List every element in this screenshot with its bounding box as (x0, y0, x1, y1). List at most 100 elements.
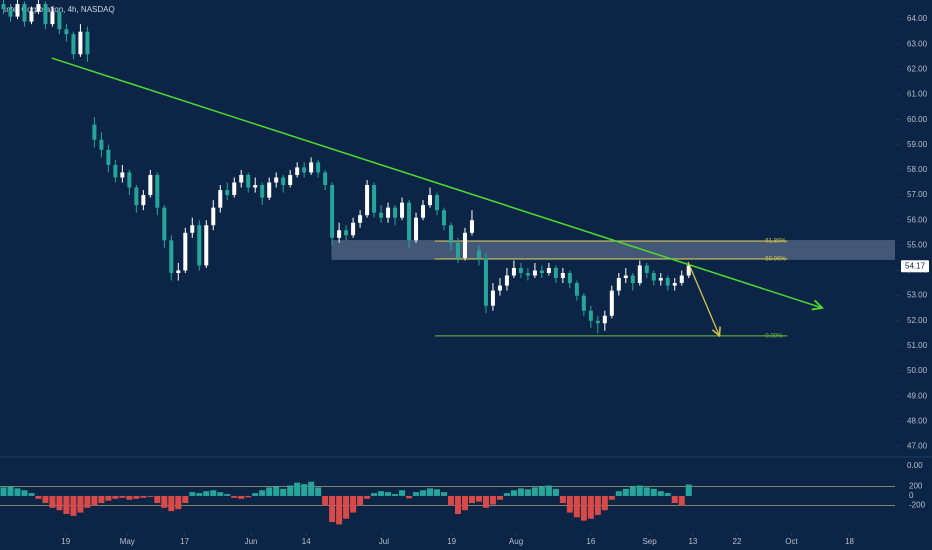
candle-body (546, 267, 551, 273)
osc-bar (664, 493, 671, 496)
candle-body (141, 195, 146, 206)
candle-body (567, 273, 572, 284)
candle-body (469, 220, 474, 233)
osc-bar (420, 490, 427, 496)
candle-body (393, 207, 398, 218)
x-tick-label: 18 (845, 537, 854, 546)
candle-body (323, 172, 328, 186)
candle-body (442, 210, 447, 226)
osc-bar (231, 495, 238, 498)
candle-body (204, 225, 209, 266)
osc-bar (615, 491, 622, 496)
osc-bar (294, 482, 301, 496)
fib-label: 0.00% (765, 333, 783, 339)
osc-bar (140, 495, 147, 498)
osc-bar (126, 495, 133, 500)
osc-bar (259, 490, 266, 496)
osc-bar (70, 495, 77, 516)
osc-bar (371, 493, 378, 496)
candle-body (504, 275, 509, 286)
osc-bar (406, 495, 413, 499)
candle-body (588, 310, 593, 321)
candle-body (525, 273, 530, 276)
osc-bar (357, 495, 364, 506)
candle-body (113, 164, 118, 178)
y-tick-label: 58.00 (907, 165, 928, 174)
last-price-label: 54.17 (905, 261, 926, 270)
osc-bar (147, 495, 154, 497)
candle-body (295, 167, 300, 175)
osc-bar (84, 495, 91, 508)
fib-label: 50.00% (765, 257, 786, 263)
y-tick-label: 52.00 (907, 316, 928, 325)
osc-bar (280, 488, 287, 496)
osc-bar (14, 488, 21, 496)
candle-body (637, 265, 642, 284)
candle-body (22, 4, 27, 22)
candle-body (476, 250, 481, 258)
osc-bar (434, 489, 441, 496)
candle-body (64, 29, 69, 35)
candle-body (428, 195, 433, 206)
osc-bar (336, 495, 343, 525)
candle-body (490, 290, 495, 306)
osc-bar (573, 495, 580, 518)
osc-bar (210, 490, 217, 496)
osc-bar (196, 493, 203, 496)
osc-bar (622, 488, 629, 496)
x-tick-label: Jul (379, 537, 389, 546)
osc-bar (559, 495, 566, 504)
zone (331, 240, 895, 260)
candle-body (372, 185, 377, 213)
osc-bar (343, 495, 350, 519)
osc-bar (21, 490, 28, 496)
osc-bar (42, 495, 49, 504)
candle-body (351, 222, 356, 236)
osc-bar (28, 493, 35, 496)
osc-bar (49, 495, 56, 508)
y-tick-label: 48.00 (907, 416, 928, 425)
osc-value-label: 0.00 (907, 461, 923, 470)
x-tick-label: 19 (61, 537, 70, 546)
osc-bar (650, 488, 657, 496)
candle-body (92, 124, 97, 140)
osc-bar (154, 495, 161, 504)
osc-bar (524, 489, 531, 496)
x-tick-label: 22 (733, 537, 742, 546)
candle-body (337, 230, 342, 238)
candle-body (36, 4, 41, 12)
osc-bar (91, 495, 98, 506)
y-tick-label: 59.00 (907, 140, 928, 149)
candle-body (281, 177, 286, 186)
osc-bar (580, 495, 587, 521)
osc-bar (0, 487, 7, 496)
candle-body (211, 207, 216, 226)
osc-bar (322, 495, 329, 506)
osc-bar (182, 495, 189, 504)
osc-bar (671, 495, 678, 504)
osc-bar (217, 492, 224, 496)
osc-bar (636, 485, 643, 496)
osc-bar (608, 495, 615, 500)
candle-body (316, 162, 321, 173)
candle-body (644, 265, 649, 273)
y-tick-label: 55.00 (907, 240, 928, 249)
candle-body (85, 31, 90, 55)
osc-bar (475, 495, 482, 502)
candle-body (623, 275, 628, 279)
candle-body (274, 177, 279, 183)
candle-body (169, 240, 174, 273)
osc-bar (224, 494, 231, 496)
osc-bar (189, 492, 196, 496)
osc-bar (266, 487, 273, 496)
candle-body (497, 285, 502, 291)
candle-body (462, 232, 467, 258)
projection-arrow (687, 261, 719, 336)
y-tick-label: 60.00 (907, 115, 928, 124)
candle-body (344, 230, 349, 236)
candle-body (539, 270, 544, 273)
osc-bar (531, 487, 538, 496)
osc-bar (308, 481, 315, 496)
